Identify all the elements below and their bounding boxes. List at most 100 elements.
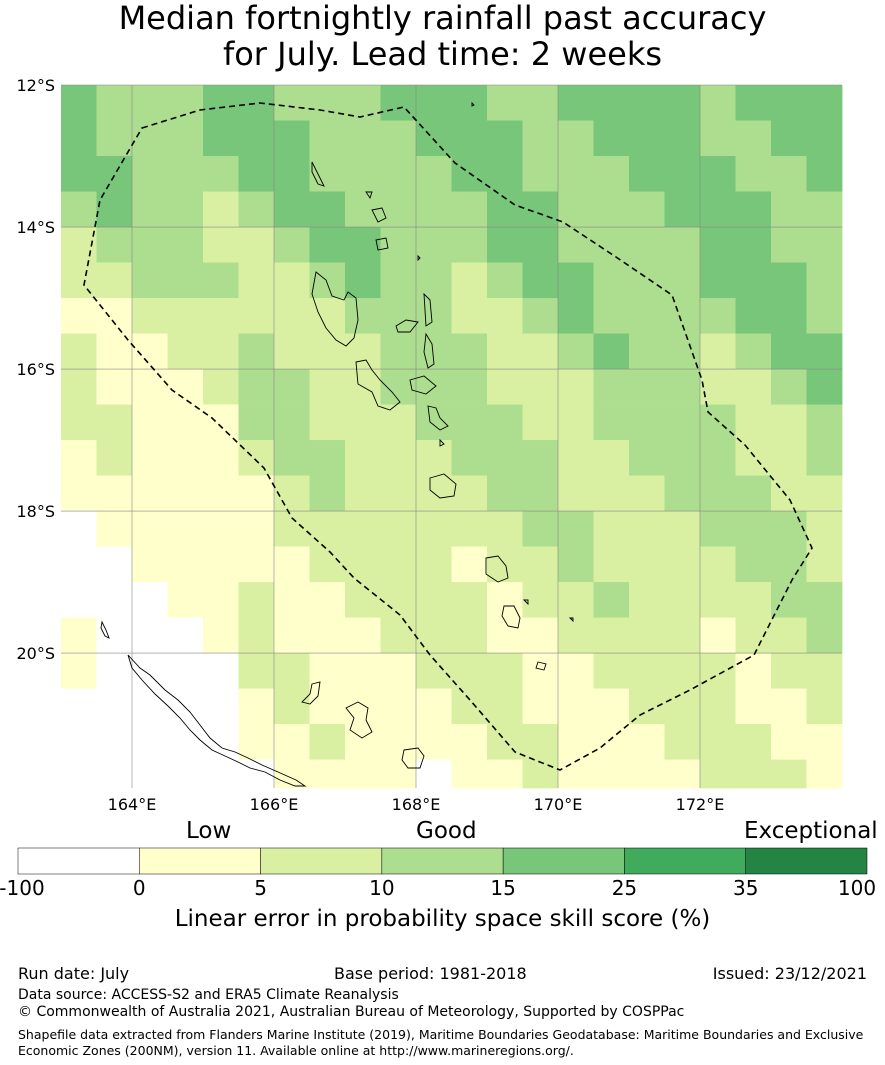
latitude-tick-label: 18°S bbox=[16, 502, 55, 521]
copyright-notice: © Commonwealth of Australia 2021, Austra… bbox=[18, 1004, 685, 1020]
grid-cell bbox=[629, 120, 665, 157]
grid-cell bbox=[238, 653, 275, 689]
grid-cell bbox=[132, 688, 168, 725]
grid-cell bbox=[629, 617, 665, 654]
small-islets-coastline bbox=[417, 101, 475, 447]
grid-cell bbox=[558, 617, 594, 654]
grid-cell bbox=[167, 404, 204, 441]
colorbar-bin bbox=[745, 847, 868, 875]
grid-cell bbox=[61, 653, 97, 689]
grid-cell bbox=[735, 227, 772, 263]
grid-cell bbox=[96, 298, 133, 334]
colorbar-tick-label: 0 bbox=[132, 876, 146, 900]
grid-cell bbox=[132, 227, 168, 263]
grid-cell bbox=[522, 653, 559, 689]
grid-cell bbox=[735, 688, 772, 725]
grid-cell bbox=[61, 191, 97, 228]
grid-cell bbox=[700, 120, 736, 157]
grid-cell bbox=[132, 724, 168, 760]
epi-coastline bbox=[427, 405, 449, 431]
grid-cell bbox=[61, 475, 97, 512]
efate-coastline bbox=[429, 473, 457, 499]
grid-cell bbox=[203, 262, 239, 299]
grid-cell bbox=[700, 582, 736, 618]
grid-cell bbox=[806, 511, 843, 547]
grid-cell bbox=[203, 369, 239, 405]
grid-cell bbox=[274, 511, 310, 547]
grid-cell bbox=[309, 369, 346, 405]
grid-cell bbox=[629, 546, 665, 583]
grid-cell bbox=[593, 582, 630, 618]
grid-cell bbox=[203, 440, 239, 476]
grid-cell bbox=[700, 156, 736, 192]
grid-cell bbox=[167, 369, 204, 405]
grid-cell bbox=[380, 262, 417, 299]
grid-cell bbox=[203, 227, 239, 263]
grid-cell bbox=[451, 120, 488, 157]
grid-cell bbox=[451, 85, 488, 121]
grid-cell bbox=[558, 653, 594, 689]
malekula-coastline bbox=[355, 359, 401, 411]
grid-cell bbox=[380, 617, 417, 654]
grid-cell bbox=[132, 546, 168, 583]
colorbar-bin bbox=[260, 847, 383, 875]
grid-cell bbox=[558, 191, 594, 228]
grid-cell bbox=[451, 759, 488, 789]
grid-cell bbox=[132, 617, 168, 654]
grid-cell bbox=[629, 582, 665, 618]
map-title-line-1: Median fortnightly rainfall past accurac… bbox=[118, 0, 767, 37]
grid-cell bbox=[380, 440, 417, 476]
grid-cell bbox=[416, 85, 452, 121]
grid-cell bbox=[664, 617, 701, 654]
grid-cell bbox=[380, 475, 417, 512]
grid-cell bbox=[735, 759, 772, 789]
grid-cell bbox=[451, 333, 488, 370]
grid-cell bbox=[522, 759, 559, 789]
grid-cell bbox=[771, 511, 807, 547]
grid-cell bbox=[203, 333, 239, 370]
grid-cell bbox=[700, 404, 736, 441]
grid-cell bbox=[309, 511, 346, 547]
grid-cell bbox=[593, 404, 630, 441]
grid-cell bbox=[593, 298, 630, 334]
colorbar-tick-label: 15 bbox=[490, 876, 516, 900]
grid-cell bbox=[96, 404, 133, 441]
grid-cell bbox=[806, 688, 843, 725]
grid-cell bbox=[593, 617, 630, 654]
grid-cell bbox=[700, 333, 736, 370]
grid-cell bbox=[96, 475, 133, 512]
grid-cell bbox=[61, 85, 97, 121]
grid-cell bbox=[451, 298, 488, 334]
grid-cell bbox=[96, 191, 133, 228]
erromango-coastline bbox=[485, 555, 509, 583]
grid-cell bbox=[167, 759, 204, 789]
grid-cell bbox=[558, 582, 594, 618]
grid-cell bbox=[238, 227, 275, 263]
grid-cell bbox=[664, 653, 701, 689]
grid-cell bbox=[771, 653, 807, 689]
grid-cell bbox=[345, 156, 381, 192]
grid-cell bbox=[380, 156, 417, 192]
grid-cell bbox=[806, 227, 843, 263]
grid-cell bbox=[61, 369, 97, 405]
grid-cell bbox=[451, 617, 488, 654]
grid-cell bbox=[345, 582, 381, 618]
grid-cell bbox=[309, 546, 346, 583]
grid-cell bbox=[593, 475, 630, 512]
grid-cell bbox=[522, 582, 559, 618]
grid-cell bbox=[167, 475, 204, 512]
grid-cell bbox=[238, 475, 275, 512]
grid-cell bbox=[487, 191, 523, 228]
grid-cell bbox=[345, 688, 381, 725]
grid-cell bbox=[132, 369, 168, 405]
base-period: Base period: 1981-2018 bbox=[334, 964, 527, 983]
grid-cell bbox=[345, 298, 381, 334]
grid-cell bbox=[274, 333, 310, 370]
grid-cell bbox=[167, 298, 204, 334]
grid-cell bbox=[96, 333, 133, 370]
grid-cell bbox=[274, 759, 310, 789]
grid-cell bbox=[96, 156, 133, 192]
grid-cell bbox=[487, 759, 523, 789]
grid-cell bbox=[238, 156, 275, 192]
colorbar-bin bbox=[624, 847, 746, 875]
